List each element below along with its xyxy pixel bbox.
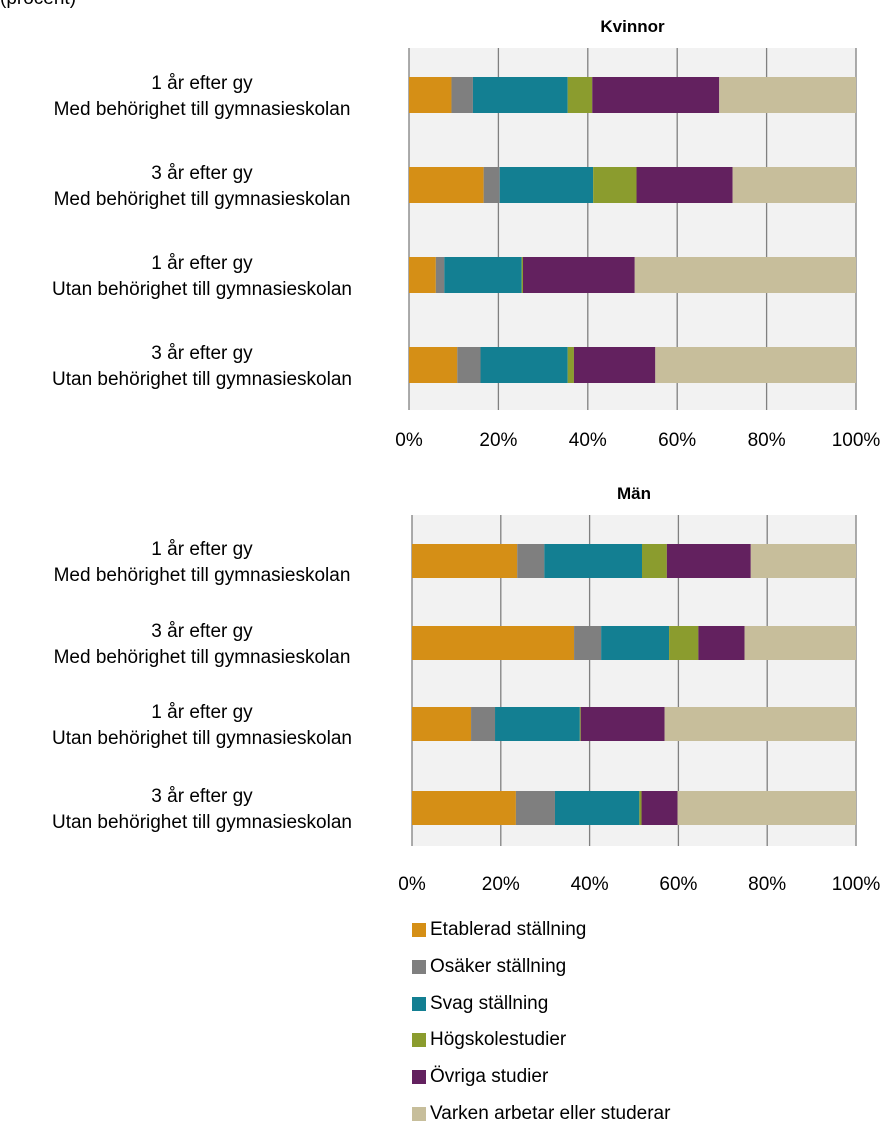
legend-label-osaker: Osäker ställning xyxy=(430,956,567,978)
man-bar-svag-stallning xyxy=(601,626,670,660)
kvinnor-category-label-line1: 1 år efter gy xyxy=(151,253,253,274)
man-x-tick-label: 20% xyxy=(482,874,520,895)
man-category-label-line2: Utan behörighet till gymnasieskolan xyxy=(52,728,352,749)
kvinnor-bar-hogskolestudier xyxy=(567,347,574,383)
legend-label-varken: Varken arbetar eller studerar xyxy=(430,1102,671,1124)
man-bar-ovriga-studier xyxy=(641,791,678,825)
man-x-tick-label: 40% xyxy=(571,874,609,895)
kvinnor-category-label-line1: 1 år efter gy xyxy=(151,73,253,94)
legend-item-hogskolestudier: Högskolestudier xyxy=(412,1022,670,1059)
man-category-label-line1: 1 år efter gy xyxy=(151,702,253,723)
kvinnor-category-label-line2: Utan behörighet till gymnasieskolan xyxy=(52,279,352,300)
kvinnor-bar-etablerad-stallning xyxy=(409,167,484,203)
man-x-tick-label: 100% xyxy=(832,874,881,895)
legend-swatch-etablerad xyxy=(412,923,426,938)
man-bar-hogskolestudier xyxy=(669,626,699,660)
legend-label-svag: Svag ställning xyxy=(430,992,549,1014)
man-bar-varken-arbetar-eller-studerar xyxy=(664,707,856,741)
legend-item-etablerad: Etablerad ställning xyxy=(412,912,670,949)
kvinnor-bar-etablerad-stallning xyxy=(409,347,458,383)
man-x-tick-label: 0% xyxy=(398,874,426,895)
man-category-label-line1: 1 år efter gy xyxy=(151,539,253,560)
man-category-label-line2: Med behörighet till gymnasieskolan xyxy=(54,565,351,586)
legend-item-osaker: Osäker ställning xyxy=(412,949,670,986)
kvinnor-bar-svag-stallning xyxy=(480,347,568,383)
man-bar-hogskolestudier xyxy=(579,707,581,741)
kvinnor-x-tick-label: 100% xyxy=(832,430,881,451)
kvinnor-bar-hogskolestudier xyxy=(567,77,593,113)
legend-swatch-osaker xyxy=(412,960,426,975)
kvinnor-category-label-line2: Med behörighet till gymnasieskolan xyxy=(54,189,351,210)
kvinnor-bar-varken-arbetar-eller-studerar xyxy=(655,347,856,383)
kvinnor-bar-svag-stallning xyxy=(499,167,594,203)
man-bar-etablerad-stallning xyxy=(412,707,472,741)
kvinnor-bar-ovriga-studier xyxy=(636,167,733,203)
kvinnor-bar-ovriga-studier xyxy=(522,257,635,293)
kvinnor-bar-hogskolestudier xyxy=(521,257,523,293)
man-bar-etablerad-stallning xyxy=(412,544,518,578)
legend-swatch-varken xyxy=(412,1106,426,1121)
legend-item-varken: Varken arbetar eller studerar xyxy=(412,1095,670,1132)
kvinnor-category-label-line1: 3 år efter gy xyxy=(151,163,253,184)
man-bar-varken-arbetar-eller-studerar xyxy=(677,791,856,825)
legend-label-etablerad: Etablerad ställning xyxy=(430,919,587,941)
chart-legend: Etablerad ställning Osäker ställning Sva… xyxy=(412,912,670,1132)
kvinnor-bar-svag-stallning xyxy=(472,77,568,113)
kvinnor-category-label-line1: 3 år efter gy xyxy=(151,343,253,364)
kvinnor-x-tick-label: 40% xyxy=(569,430,607,451)
man-bar-osaker-stallning xyxy=(471,707,496,741)
kvinnor-bar-varken-arbetar-eller-studerar xyxy=(634,257,856,293)
kvinnor-bar-osaker-stallning xyxy=(435,257,445,293)
kvinnor-x-tick-label: 80% xyxy=(748,430,786,451)
kvinnor-bar-varken-arbetar-eller-studerar xyxy=(719,77,856,113)
kvinnor-bar-osaker-stallning xyxy=(483,167,500,203)
man-chart-title: Män xyxy=(617,484,651,503)
kvinnor-bar-etablerad-stallning xyxy=(409,257,436,293)
legend-item-svag: Svag ställning xyxy=(412,985,670,1022)
man-bar-ovriga-studier xyxy=(580,707,665,741)
man-bar-varken-arbetar-eller-studerar xyxy=(750,544,856,578)
man-category-label-line2: Utan behörighet till gymnasieskolan xyxy=(52,812,352,833)
man-x-tick-label: 80% xyxy=(748,874,786,895)
legend-swatch-ovriga-studier xyxy=(412,1070,426,1085)
header-fragment: (procent) xyxy=(0,0,76,10)
kvinnor-category-label-line2: Med behörighet till gymnasieskolan xyxy=(54,99,351,120)
kvinnor-bar-osaker-stallning xyxy=(451,77,473,113)
man-x-tick-label: 60% xyxy=(659,874,697,895)
man-bar-svag-stallning xyxy=(544,544,642,578)
legend-swatch-hogskolestudier xyxy=(412,1033,426,1048)
kvinnor-x-tick-label: 20% xyxy=(479,430,517,451)
kvinnor-x-tick-label: 60% xyxy=(658,430,696,451)
man-category-label-line1: 3 år efter gy xyxy=(151,621,253,642)
kvinnor-bar-ovriga-studier xyxy=(592,77,720,113)
man-bar-hogskolestudier xyxy=(639,791,642,825)
legend-item-ovriga-studier: Övriga studier xyxy=(412,1059,670,1096)
man-bar-osaker-stallning xyxy=(515,791,555,825)
man-bar-hogskolestudier xyxy=(641,544,667,578)
man-bar-varken-arbetar-eller-studerar xyxy=(744,626,856,660)
legend-label-hogskolestudier: Högskolestudier xyxy=(430,1029,567,1051)
man-bar-osaker-stallning xyxy=(517,544,545,578)
man-category-label-line1: 3 år efter gy xyxy=(151,786,253,807)
man-bar-ovriga-studier xyxy=(666,544,751,578)
kvinnor-bar-varken-arbetar-eller-studerar xyxy=(732,167,856,203)
man-bar-etablerad-stallning xyxy=(412,791,516,825)
man-bar-osaker-stallning xyxy=(574,626,602,660)
kvinnor-category-label-line2: Utan behörighet till gymnasieskolan xyxy=(52,369,352,390)
kvinnor-bar-etablerad-stallning xyxy=(409,77,452,113)
kvinnor-x-tick-label: 0% xyxy=(395,430,423,451)
man-bar-etablerad-stallning xyxy=(412,626,575,660)
man-category-label-line2: Med behörighet till gymnasieskolan xyxy=(54,647,351,668)
legend-label-ovriga-studier: Övriga studier xyxy=(430,1066,549,1088)
kvinnor-bar-osaker-stallning xyxy=(457,347,481,383)
kvinnor-chart-title: Kvinnor xyxy=(600,17,665,36)
man-bar-ovriga-studier xyxy=(698,626,745,660)
kvinnor-bar-hogskolestudier xyxy=(593,167,637,203)
legend-swatch-svag xyxy=(412,996,426,1011)
kvinnor-bar-svag-stallning xyxy=(444,257,522,293)
man-bar-svag-stallning xyxy=(554,791,640,825)
kvinnor-bar-ovriga-studier xyxy=(573,347,656,383)
man-bar-svag-stallning xyxy=(495,707,580,741)
